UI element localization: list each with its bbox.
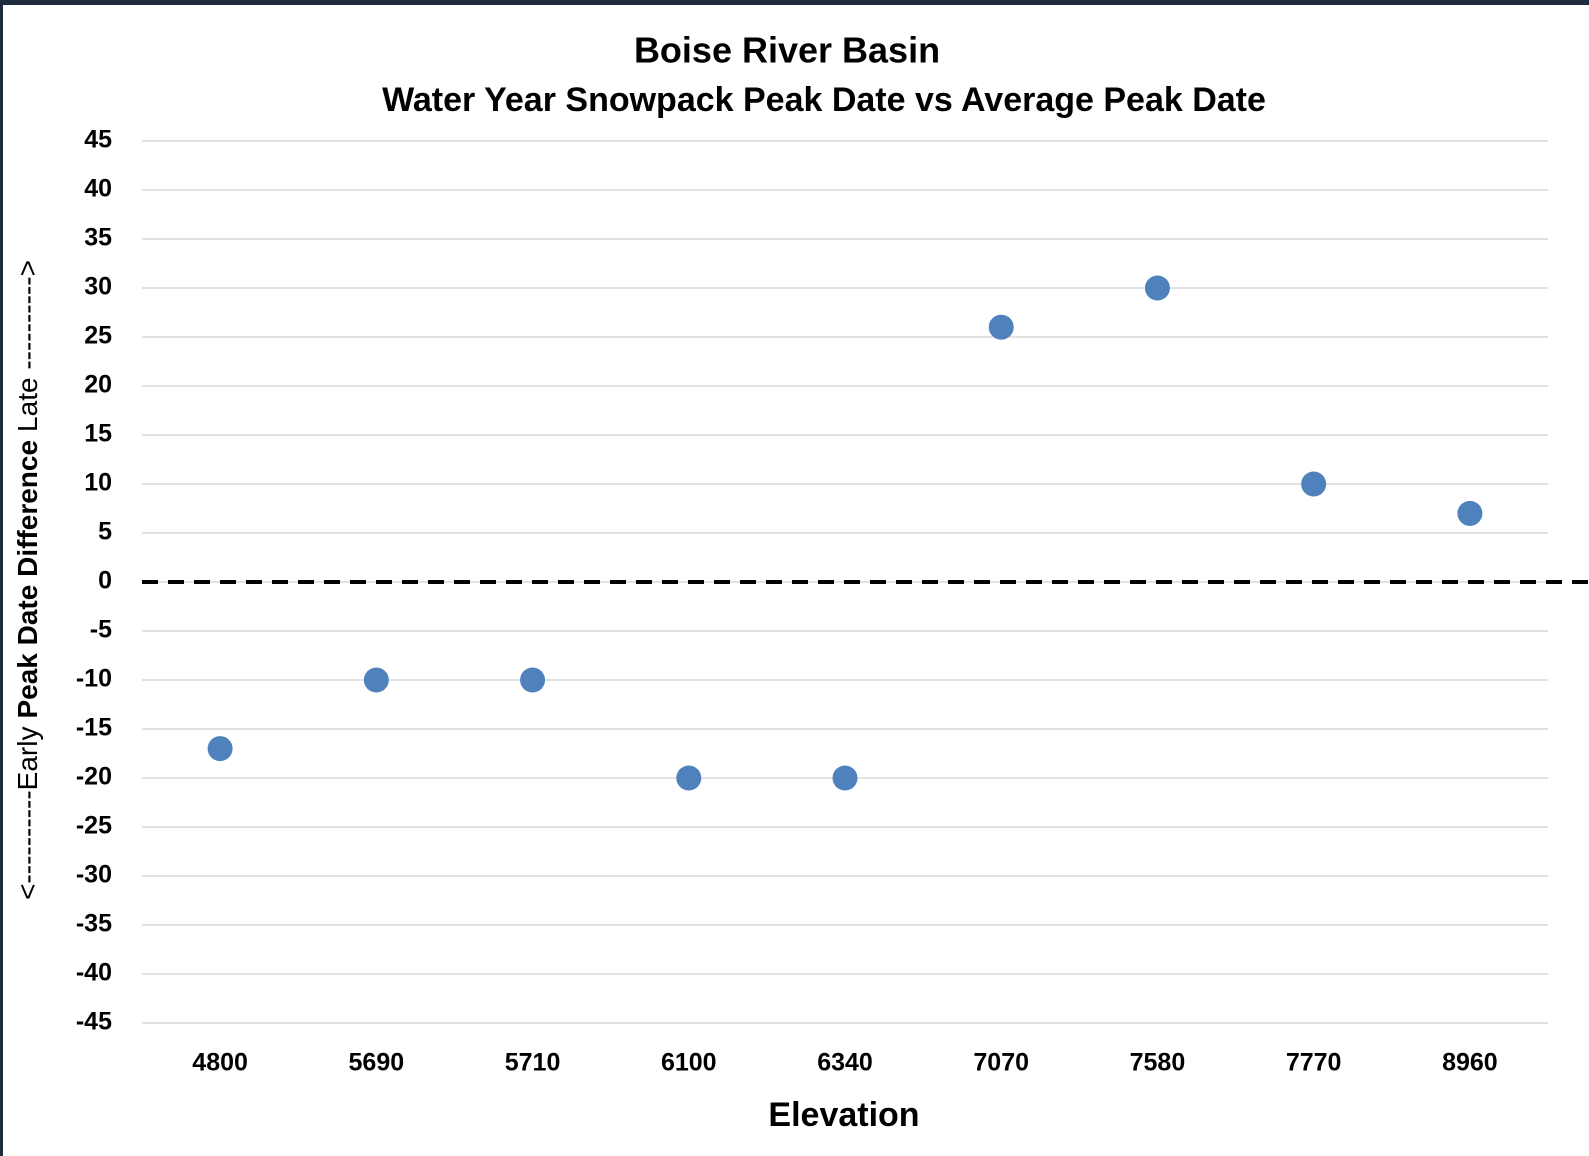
y-tick-label: -10: [76, 665, 112, 693]
frame-left: [0, 0, 3, 1156]
y-label-early: <----------Early: [12, 727, 43, 900]
y-tick-label: 0: [98, 567, 112, 595]
point: [1301, 471, 1327, 497]
y-tick-label: 10: [84, 469, 112, 497]
point: [1144, 275, 1170, 301]
x-tick-label: 8960: [1442, 1049, 1498, 1077]
point: [676, 765, 702, 791]
x-axis-label: Elevation: [768, 1096, 919, 1134]
x-tick-label: 6100: [661, 1049, 717, 1077]
y-tick-label: 40: [84, 175, 112, 203]
y-tick-label: -45: [76, 1008, 112, 1036]
y-label-late: Late ---------->: [12, 260, 43, 432]
x-tick-label: 4800: [192, 1049, 248, 1077]
y-tick-label: 20: [84, 371, 112, 399]
point: [1457, 500, 1483, 526]
y-tick-label: 5: [98, 518, 112, 546]
y-tick-label: -40: [76, 959, 112, 987]
x-tick-label: 5710: [505, 1049, 561, 1077]
point: [363, 667, 389, 693]
point: [832, 765, 858, 791]
y-tick-label: 15: [84, 420, 112, 448]
x-tick-label: 7580: [1130, 1049, 1186, 1077]
x-tick-label: 6340: [817, 1049, 873, 1077]
point: [207, 736, 233, 762]
y-tick-label: 45: [84, 126, 112, 154]
chart-title: Boise River Basin: [634, 30, 940, 71]
y-tick-label: -30: [76, 861, 112, 889]
point: [520, 667, 546, 693]
y-tick-label: 25: [84, 322, 112, 350]
y-tick-label: -15: [76, 714, 112, 742]
x-tick-label: 5690: [349, 1049, 405, 1077]
x-tick-label: 7770: [1286, 1049, 1342, 1077]
y-axis-label: <----------Early Peak Date Difference Late…: [12, 260, 43, 900]
y-tick-label: -25: [76, 812, 112, 840]
frame-top: [0, 0, 1589, 5]
y-tick-label: -20: [76, 763, 112, 791]
y-tick-label: -5: [90, 616, 112, 644]
chart-subtitle: Water Year Snowpack Peak Date vs Average…: [382, 81, 1266, 119]
point: [988, 314, 1014, 340]
y-label-main: Peak Date Difference: [12, 440, 43, 719]
y-tick-label: 35: [84, 224, 112, 252]
x-tick-label: 7070: [973, 1049, 1029, 1077]
y-tick-label: -35: [76, 910, 112, 938]
y-tick-label: 30: [84, 273, 112, 301]
